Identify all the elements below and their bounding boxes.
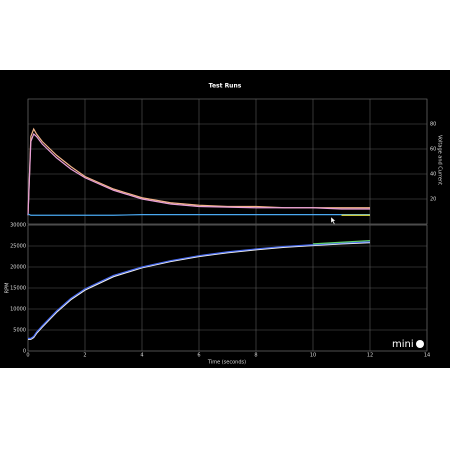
x-axis-label: Time (seconds) [207,360,246,366]
x-tick-label: 2 [83,353,86,359]
y2-axis-label: Voltage and Current [437,135,443,185]
series-line [27,213,370,216]
x-tick-label: 6 [197,353,200,359]
y-tick-label: 0 [23,349,26,355]
y-tick-label: 15000 [10,286,26,292]
x-tick-label: 4 [140,353,143,359]
x-tick-label: 10 [310,353,316,359]
series-line [28,241,371,339]
y2-tick-label: 80 [430,122,436,128]
y2-tick-label: 20 [430,197,436,203]
series-line [27,132,370,216]
logo-icon [416,340,424,348]
logo: mini [392,339,414,350]
x-tick-label: 12 [367,353,373,359]
y-tick-label: 25000 [10,244,26,250]
x-tick-label: 14 [424,353,430,359]
series-line [312,239,371,245]
x-tick-label: 8 [254,353,257,359]
y2-tick-label: 60 [430,147,436,153]
y-tick-label: 20000 [10,265,26,271]
y-tick-label: 10000 [10,307,26,313]
y2-tick-label: 40 [430,172,436,178]
y-axis-label: RPM [5,283,11,294]
y-tick-label: 30000 [10,223,26,229]
chart-title: Test Runs [209,83,242,90]
x-tick-label: 0 [26,353,29,359]
series-line [28,242,371,340]
y-tick-label: 5000 [13,328,26,334]
chart-background [0,70,450,368]
